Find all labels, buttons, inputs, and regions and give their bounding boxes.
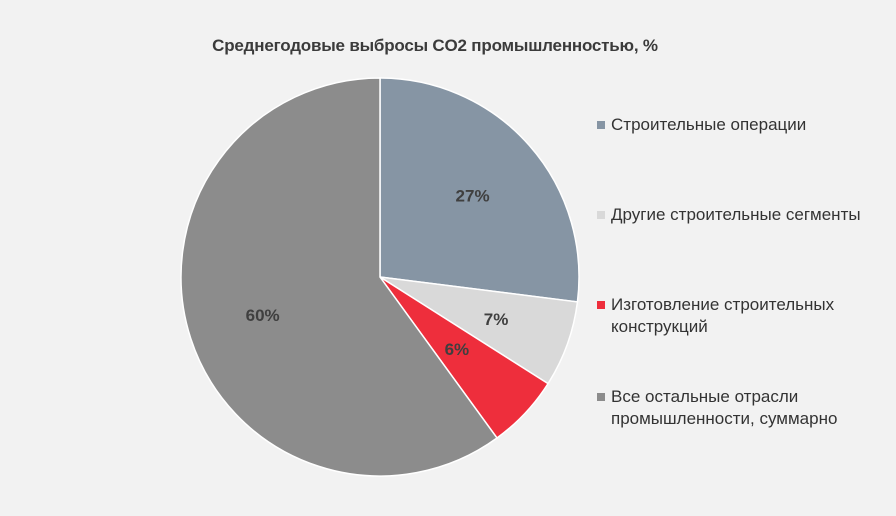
pie-slice-construction-operations [379,77,580,303]
data-label-all-other-industries: 60% [246,306,280,325]
chart-title: Среднегодовые выбросы CO2 промышленность… [212,36,658,55]
data-label-structures-manufacturing: 6% [445,340,470,359]
legend-label-construction-operations: Строительные операции [611,115,807,134]
legend-label-all-other-industries: Все остальные отрасли промышленности, су… [611,387,838,428]
legend-label-other-construction-segments: Другие строительные сегменты [611,205,861,224]
legend-label-structures-manufacturing: Изготовление строительных конструкций [611,295,835,336]
data-label-other-construction-segments: 7% [484,310,509,329]
legend-swatch-structures-manufacturing [597,301,605,309]
legend-swatch-all-other-industries [597,393,605,401]
pie-slice-all-other-industries [180,77,499,477]
legend-swatch-other-construction-segments [597,211,605,219]
data-label-construction-operations: 27% [456,186,490,205]
legend-swatch-construction-operations [597,121,605,129]
